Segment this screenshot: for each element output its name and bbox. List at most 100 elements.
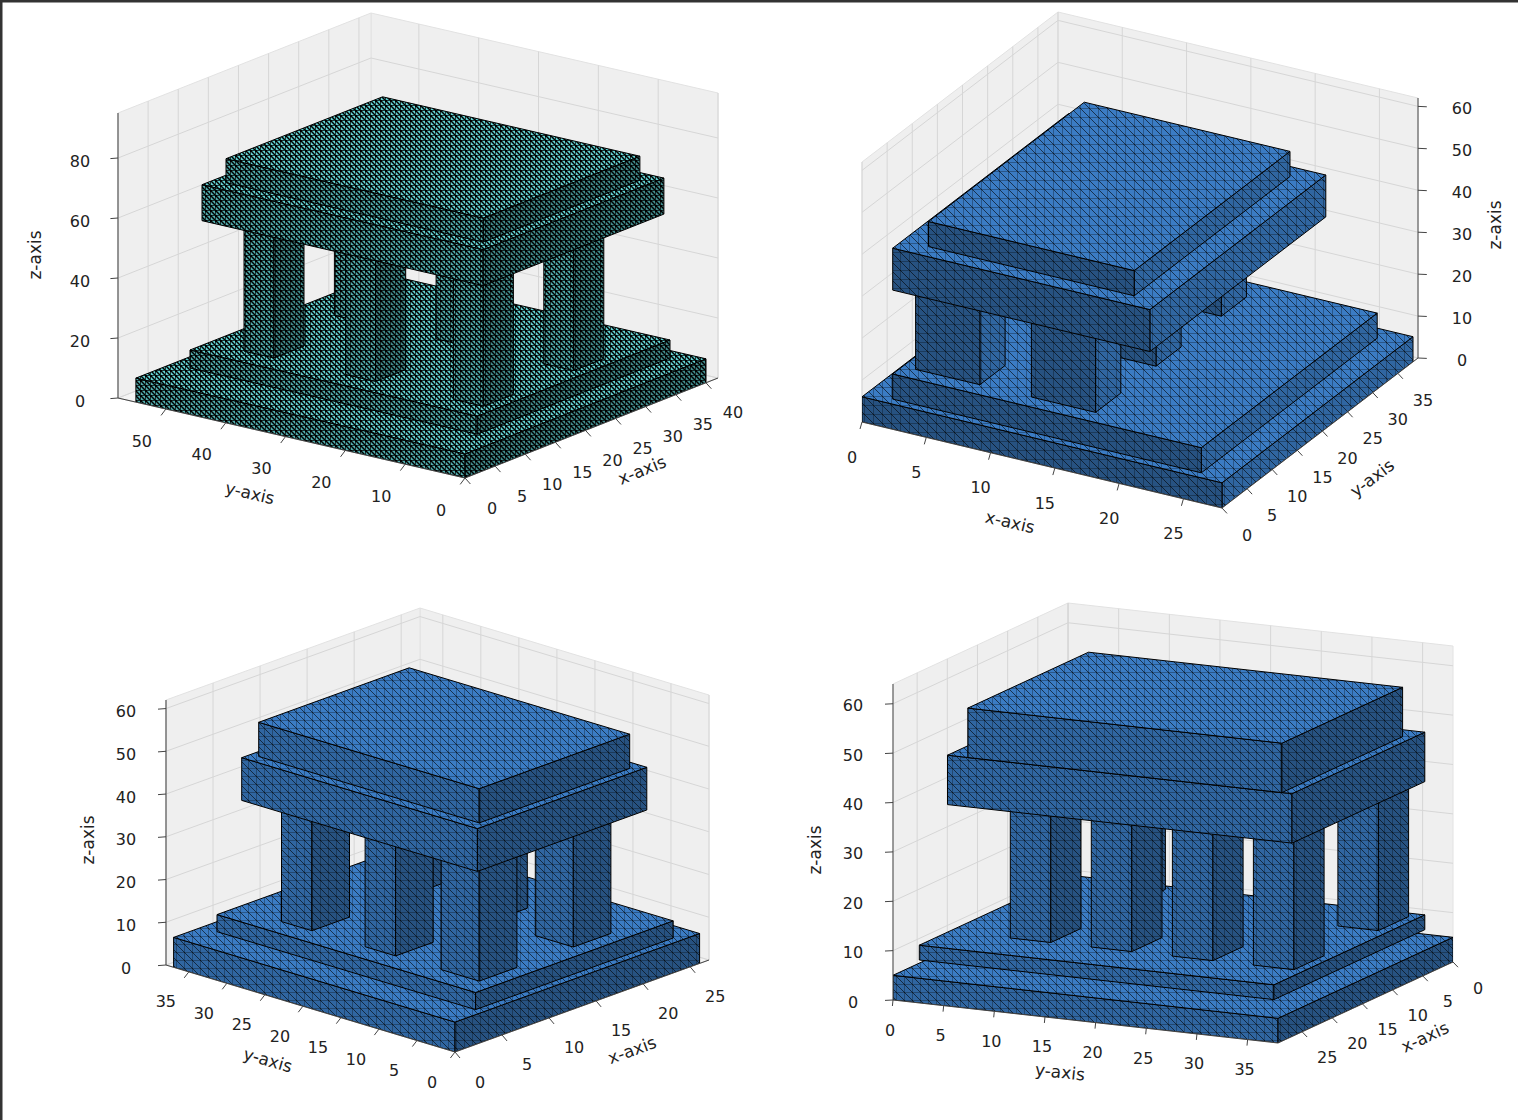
- tick-label: 10: [564, 1038, 584, 1057]
- grid-line: [213, 683, 214, 948]
- tick-label: 30: [194, 1004, 214, 1023]
- tick-label: 5: [389, 1061, 399, 1080]
- mesh-face: [259, 668, 630, 789]
- tick-mark: [885, 851, 893, 852]
- grid-line: [887, 143, 888, 403]
- tick-mark: [1418, 232, 1427, 233]
- tick-label: 30: [843, 844, 863, 863]
- tick-label: 20: [1452, 267, 1472, 286]
- tick-mark: [924, 437, 926, 444]
- tick-label: 25: [1163, 524, 1183, 543]
- axis-line: [118, 113, 119, 398]
- tick-label: 0: [848, 993, 858, 1012]
- mesh: [893, 652, 1453, 1043]
- mesh-face: [929, 102, 1291, 270]
- tick-mark: [341, 450, 346, 456]
- tick-label: 50: [132, 432, 152, 451]
- mesh-face: [968, 652, 1403, 743]
- tick-mark: [596, 1001, 601, 1007]
- figure: 051015202530354001020304050020406080x-ax…: [0, 0, 1518, 1120]
- tick-label: 10: [970, 478, 990, 497]
- mesh-face: [479, 852, 517, 981]
- tick-mark: [158, 794, 166, 796]
- tick-label: 10: [346, 1050, 366, 1069]
- tick-label: 5: [1443, 992, 1453, 1011]
- tick-label: 20: [70, 332, 90, 351]
- tick-mark: [690, 967, 695, 973]
- axis-label: y-axis: [1346, 455, 1398, 501]
- tick-mark: [110, 158, 118, 160]
- tick-label: 30: [251, 459, 271, 478]
- tick-label: 15: [308, 1038, 328, 1057]
- tick-mark: [1117, 483, 1119, 490]
- tick-label: 0: [475, 1073, 485, 1092]
- tick-mark: [1044, 1017, 1046, 1023]
- tick-label: 0: [1242, 526, 1252, 545]
- tick-label: 30: [116, 830, 136, 849]
- tick-label: 0: [487, 499, 497, 518]
- tick-label: 20: [843, 894, 863, 913]
- tick-label: 0: [1473, 979, 1483, 998]
- tick-mark: [885, 901, 893, 902]
- tick-label: 0: [436, 501, 446, 520]
- mesh-face: [1378, 783, 1408, 930]
- grid-line: [947, 659, 948, 975]
- axis-label: z-axis: [25, 230, 45, 279]
- axis-label: x-axis: [983, 507, 1037, 538]
- tick-label: 10: [981, 1032, 1001, 1051]
- axes: 0510152025051015202530350102030405060x-a…: [847, 98, 1505, 545]
- tick-label: 15: [1377, 1020, 1397, 1039]
- tick-mark: [502, 1035, 507, 1041]
- tick-mark: [1302, 1032, 1307, 1037]
- tick-mark: [1418, 148, 1427, 149]
- grid: [166, 615, 709, 1052]
- tick-label: 25: [232, 1015, 252, 1034]
- tick-mark: [1247, 1040, 1249, 1046]
- mesh-face: [244, 219, 274, 358]
- tick-mark: [455, 1052, 460, 1058]
- tick-label: 0: [121, 959, 131, 978]
- axis-line: [1222, 358, 1418, 508]
- tick-label: 5: [1267, 506, 1277, 525]
- panel: 051015202530354001020304050020406080x-ax…: [25, 13, 743, 520]
- tick-mark: [158, 708, 166, 710]
- tick-mark: [1181, 499, 1183, 506]
- tick-label: 30: [1388, 410, 1408, 429]
- mesh-face: [453, 267, 483, 406]
- tick-mark: [616, 418, 621, 424]
- tick-label: 60: [70, 212, 90, 231]
- tick-mark: [110, 218, 118, 220]
- tick-label: 30: [1184, 1054, 1204, 1073]
- tick-mark: [1053, 468, 1055, 475]
- tick-mark: [221, 423, 226, 429]
- mesh-face: [1172, 823, 1213, 961]
- tick-label: 0: [427, 1073, 437, 1092]
- tick-mark: [495, 466, 500, 472]
- panel: 0510152025051015202530350102030405060x-a…: [847, 12, 1505, 545]
- tick-mark: [400, 464, 405, 470]
- tick-mark: [525, 454, 530, 460]
- tick-mark: [460, 478, 465, 484]
- axis-label: z-axis: [78, 815, 98, 864]
- tick-label: 5: [522, 1055, 532, 1074]
- tick-mark: [555, 442, 560, 448]
- axes: 0510152025051015202530350102030405060x-a…: [805, 684, 1483, 1085]
- axis-line: [893, 1000, 1278, 1043]
- axis-label: y-axis: [1034, 1059, 1086, 1084]
- tick-mark: [336, 1018, 341, 1024]
- tick-label: 40: [192, 445, 212, 464]
- panes: [118, 13, 718, 478]
- tick-label: 20: [311, 473, 331, 492]
- tick-mark: [1272, 470, 1277, 475]
- tick-label: 35: [693, 415, 713, 434]
- tick-mark: [158, 879, 166, 881]
- tick-label: 35: [1413, 391, 1433, 410]
- tick-mark: [943, 1006, 945, 1012]
- mesh-face: [1253, 832, 1294, 970]
- tick-mark: [110, 398, 118, 400]
- tick-mark: [110, 278, 118, 280]
- tick-label: 35: [1234, 1060, 1254, 1079]
- tick-label: 25: [1133, 1049, 1153, 1068]
- tick-label: 20: [658, 1004, 678, 1023]
- tick-label: 20: [270, 1027, 290, 1046]
